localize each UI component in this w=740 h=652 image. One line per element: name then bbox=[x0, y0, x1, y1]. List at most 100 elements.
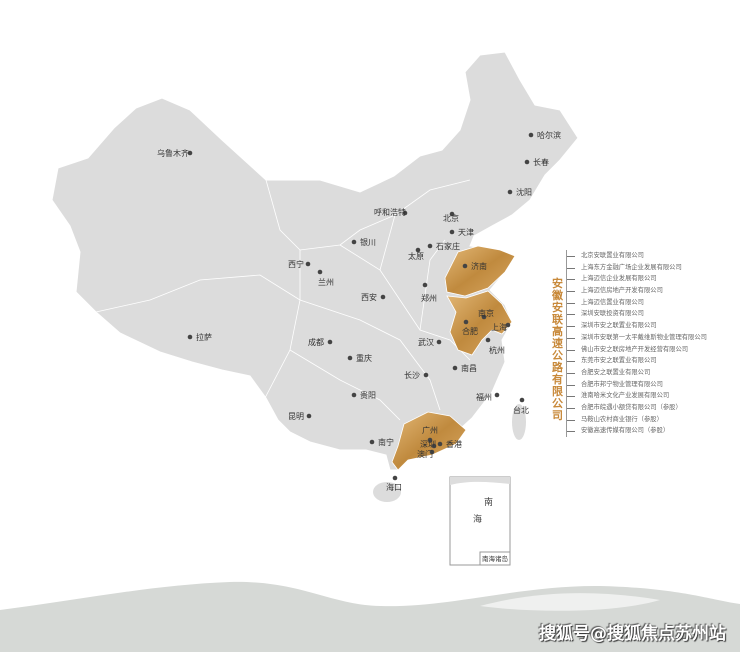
city-label: 成都 bbox=[308, 337, 324, 347]
legend-title: 安徽安联高速公路有限公司 bbox=[552, 277, 563, 422]
city-dot bbox=[369, 439, 375, 445]
city-dot bbox=[528, 132, 534, 138]
city-dot bbox=[327, 339, 333, 345]
city-dot bbox=[505, 322, 511, 328]
province-jiangsu-anhui bbox=[446, 290, 513, 356]
province-shandong bbox=[444, 245, 516, 297]
city-dot bbox=[494, 392, 500, 398]
city-dot bbox=[305, 261, 311, 267]
city-label: 乌鲁木齐 bbox=[157, 148, 189, 158]
city-dot bbox=[306, 413, 312, 419]
city-dot bbox=[380, 294, 386, 300]
city-label: 武汉 bbox=[418, 337, 434, 347]
city-dot bbox=[524, 159, 530, 165]
city-dot bbox=[462, 263, 468, 269]
city-label: 天津 bbox=[458, 227, 474, 237]
city-label: 济南 bbox=[471, 261, 487, 271]
company-item: 东莞市安之联置业有限公司 bbox=[567, 355, 707, 367]
city-dot bbox=[422, 282, 428, 288]
city-label: 合肥 bbox=[462, 326, 478, 336]
company-item: 北京安联置业有限公司 bbox=[567, 250, 707, 262]
company-item: 上海迈信企业发展有限公司 bbox=[567, 273, 707, 285]
city-label: 杭州 bbox=[489, 345, 505, 355]
taiwan bbox=[512, 404, 526, 440]
company-item: 上海迈信房地产开发有限公司 bbox=[567, 285, 707, 297]
city-dot bbox=[437, 441, 443, 447]
city-dot bbox=[485, 337, 491, 343]
city-label: 台北 bbox=[513, 405, 529, 415]
company-item: 佛山市安之联房地产开发经营有限公司 bbox=[567, 344, 707, 356]
company-item: 马鞍山农村商业银行（参股） bbox=[567, 414, 707, 426]
city-label: 沈阳 bbox=[516, 187, 532, 197]
svg-text:南: 南 bbox=[484, 496, 493, 508]
inset-label: 南海诸岛 bbox=[482, 554, 508, 563]
city-dot bbox=[481, 314, 487, 320]
south-china-sea-inset: 南 海 南海诸岛 bbox=[449, 476, 511, 566]
city-dot bbox=[423, 372, 429, 378]
city-label: 石家庄 bbox=[436, 241, 460, 251]
company-item: 淮南哈米文化产业发展有限公司 bbox=[567, 390, 707, 402]
company-item: 安徽高速传媒有限公司（参股） bbox=[567, 425, 707, 437]
city-label: 重庆 bbox=[356, 353, 372, 363]
city-dot bbox=[429, 449, 435, 455]
city-dot bbox=[449, 211, 455, 217]
city-label: 兰州 bbox=[318, 277, 334, 287]
company-item: 合肥安之联置业有限公司 bbox=[567, 367, 707, 379]
city-label: 昆明 bbox=[288, 412, 304, 421]
city-label: 上海 bbox=[491, 322, 507, 332]
city-dot bbox=[402, 210, 408, 216]
city-dot bbox=[463, 319, 469, 325]
city-label: 长沙 bbox=[404, 370, 420, 380]
company-item: 深圳安联投资有限公司 bbox=[567, 308, 707, 320]
watermark: 搜狐号@搜狐焦点苏州站 bbox=[539, 624, 726, 644]
city-dot bbox=[351, 392, 357, 398]
city-label: 福州 bbox=[476, 393, 492, 402]
city-dot bbox=[436, 339, 442, 345]
city-dot bbox=[431, 443, 437, 449]
svg-text:海: 海 bbox=[473, 513, 482, 525]
city-label: 郑州 bbox=[421, 293, 437, 303]
city-label: 南京 bbox=[478, 308, 494, 318]
city-label: 太原 bbox=[408, 251, 424, 261]
china-landmass bbox=[51, 51, 579, 471]
city-dot bbox=[449, 229, 455, 235]
city-dot bbox=[187, 334, 193, 340]
company-list: 北京安联置业有限公司 上海东方金融广场企业发展有限公司 上海迈信企业发展有限公司 上海… bbox=[566, 250, 707, 437]
city-label: 广州 bbox=[422, 425, 438, 435]
company-item: 上海迈信置业有限公司 bbox=[567, 297, 707, 309]
city-label: 长春 bbox=[533, 157, 549, 167]
city-label: 海口 bbox=[386, 482, 402, 492]
city-dot bbox=[187, 150, 193, 156]
bottom-wave-light bbox=[480, 593, 660, 611]
city-label: 北京 bbox=[443, 213, 459, 223]
city-label: 哈尔滨 bbox=[537, 130, 561, 140]
city-label: 深圳 bbox=[420, 439, 436, 449]
city-dot bbox=[452, 365, 458, 371]
city-label: 贵阳 bbox=[360, 390, 376, 400]
city-label: 西安 bbox=[361, 292, 377, 302]
city-label: 西宁 bbox=[288, 259, 304, 269]
city-label: 拉萨 bbox=[196, 332, 212, 342]
province-borders bbox=[95, 179, 471, 421]
city-label: 南宁 bbox=[378, 437, 394, 447]
hainan bbox=[373, 482, 401, 502]
city-label: 银川 bbox=[360, 237, 376, 247]
company-item: 合肥市皖遇小额贷有限公司（参股） bbox=[567, 402, 707, 414]
city-dot bbox=[415, 247, 421, 253]
city-dot bbox=[427, 243, 433, 249]
city-label: 香港 bbox=[446, 439, 462, 449]
company-item: 上海东方金融广场企业发展有限公司 bbox=[567, 262, 707, 274]
city-dot bbox=[427, 437, 433, 443]
city-dot bbox=[347, 355, 353, 361]
city-dot bbox=[317, 269, 323, 275]
company-item: 深圳市安联第一太平戴维斯物业管理有限公司 bbox=[567, 332, 707, 344]
company-item: 合肥市邦宁物业管理有限公司 bbox=[567, 379, 707, 391]
city-dot bbox=[507, 189, 513, 195]
city-label: 澳门 bbox=[417, 449, 433, 459]
city-dot bbox=[351, 239, 357, 245]
company-item: 深圳市安之联置业有限公司 bbox=[567, 320, 707, 332]
city-dot bbox=[392, 475, 398, 481]
city-dot bbox=[519, 397, 525, 403]
city-label: 呼和浩特 bbox=[374, 207, 406, 217]
